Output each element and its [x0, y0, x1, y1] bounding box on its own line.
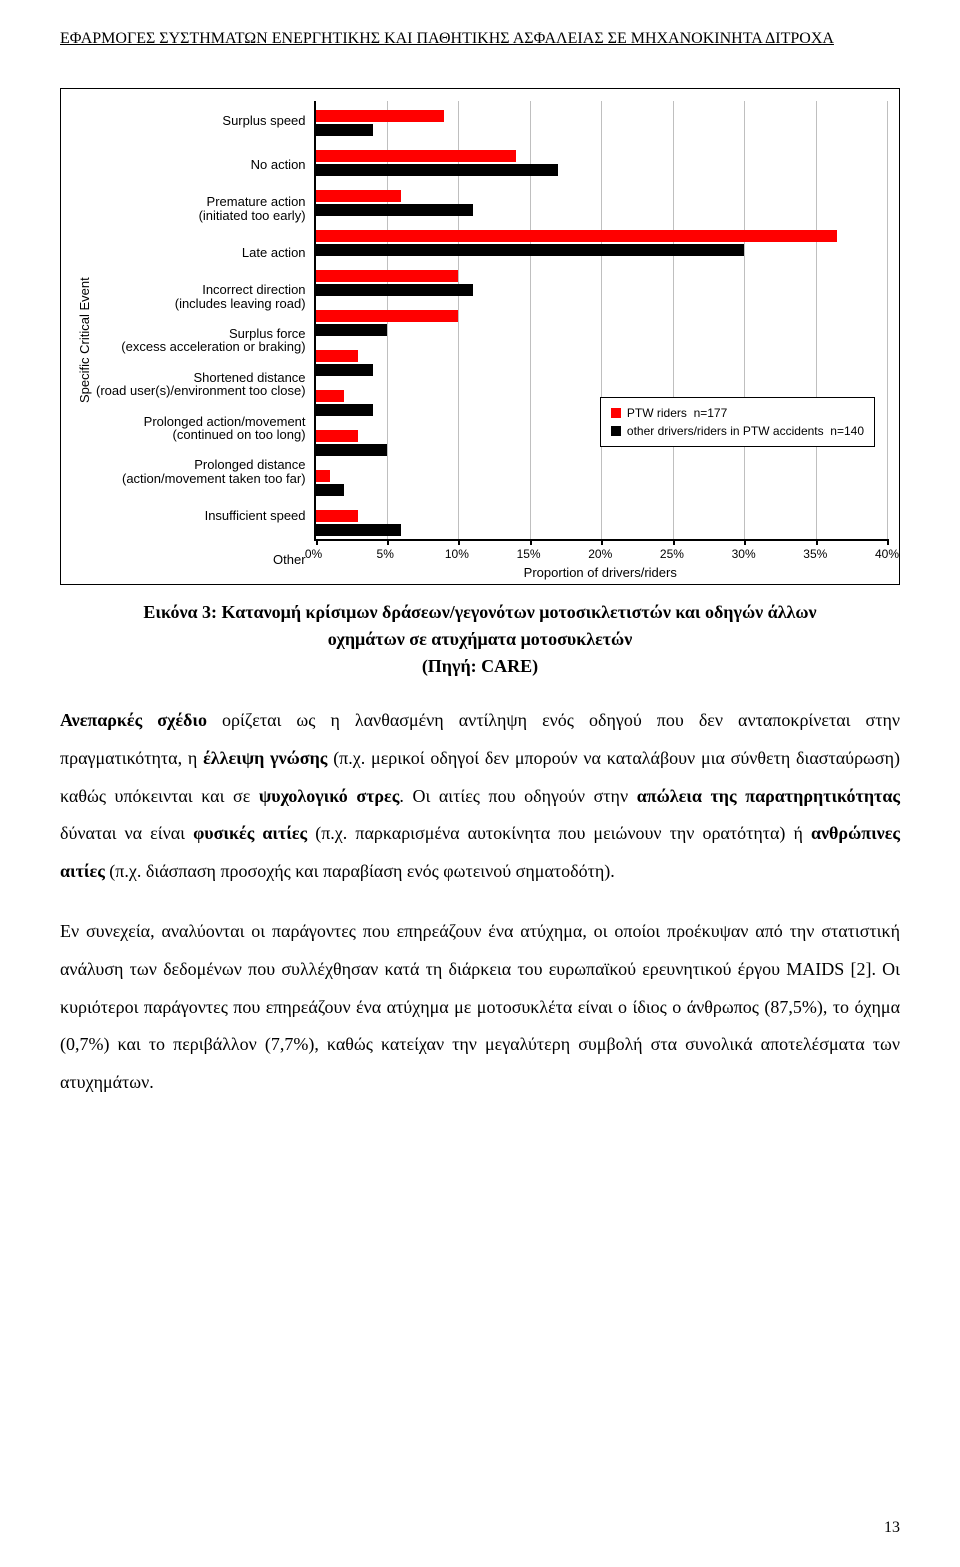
x-tick-label: 5%: [377, 547, 394, 561]
chart-row: [316, 261, 887, 301]
body-paragraph-2: Εν συνεχεία, αναλύονται οι παράγοντες πο…: [60, 913, 900, 1102]
x-tick-label: 20%: [588, 547, 612, 561]
category-label: Surplus speed: [96, 101, 306, 141]
x-tick-label: 15%: [517, 547, 541, 561]
bar-ptw: [316, 470, 330, 482]
bar-ptw: [316, 270, 459, 282]
legend-swatch-other: [611, 426, 621, 436]
category-label: Insufficient speed: [96, 496, 306, 536]
chart-legend: PTW riders n=177 other drivers/riders in…: [600, 397, 875, 447]
chart-row: [316, 221, 887, 261]
bar-other: [316, 204, 473, 216]
x-axis-label: Proportion of drivers/riders: [314, 565, 887, 580]
bar-ptw: [316, 390, 345, 402]
chart-container: Specific Critical Event Surplus speedNo …: [60, 88, 900, 585]
bar-other: [316, 284, 473, 296]
chart-row: [316, 341, 887, 381]
category-label: Late action: [96, 233, 306, 273]
y-axis-label: Specific Critical Event: [73, 101, 96, 580]
bar-other: [316, 524, 402, 536]
chart-row: [316, 461, 887, 501]
bar-other: [316, 244, 745, 256]
chart-row: [316, 181, 887, 221]
legend-row: other drivers/riders in PTW accidents n=…: [611, 422, 864, 440]
x-tick-label: 35%: [803, 547, 827, 561]
page-number: 13: [884, 1519, 900, 1537]
bar-other: [316, 124, 373, 136]
page-header: ΕΦΑΡΜΟΓΕΣ ΣΥΣΤΗΜΑΤΩΝ ΕΝΕΡΓΗΤΙΚΗΣ ΚΑΙ ΠΑΘ…: [60, 30, 900, 48]
chart-row: [316, 501, 887, 541]
category-label: Shortened distance(road user(s)/environm…: [96, 364, 306, 404]
chart-row: [316, 301, 887, 341]
bar-ptw: [316, 230, 837, 242]
category-label: Other: [96, 540, 306, 580]
legend-label-other: other drivers/riders in PTW accidents n=…: [627, 422, 864, 440]
bar-other: [316, 364, 373, 376]
category-label: Prolonged distance(action/movement taken…: [96, 452, 306, 492]
category-label: Prolonged action/movement(continued on t…: [96, 408, 306, 448]
x-tickmark: [887, 539, 889, 545]
body-paragraph-1: Ανεπαρκές σχέδιο ορίζεται ως η λανθασμέν…: [60, 702, 900, 891]
x-tick-label: 30%: [732, 547, 756, 561]
x-axis-ticks: 0%5%10%15%20%25%30%35%40%: [314, 547, 887, 563]
bar-ptw: [316, 110, 445, 122]
x-tick-label: 10%: [445, 547, 469, 561]
bar-other: [316, 484, 345, 496]
bar-ptw: [316, 310, 459, 322]
bar-other: [316, 164, 559, 176]
figure-caption: Εικόνα 3: Κατανομή κρίσιμων δράσεων/γεγο…: [60, 599, 900, 680]
legend-label-ptw: PTW riders n=177: [627, 404, 727, 422]
category-label: Surplus force(excess acceleration or bra…: [96, 320, 306, 360]
chart-gridline: [887, 101, 888, 539]
category-label: No action: [96, 145, 306, 185]
plot-area: PTW riders n=177 other drivers/riders in…: [314, 101, 887, 541]
bar-other: [316, 404, 373, 416]
x-tick-label: 0%: [305, 547, 322, 561]
chart-row: [316, 101, 887, 141]
bar-other: [316, 444, 387, 456]
y-axis-categories: Surplus speedNo actionPremature action(i…: [96, 101, 314, 580]
x-tick-label: 40%: [875, 547, 899, 561]
bar-ptw: [316, 510, 359, 522]
bar-other: [316, 324, 387, 336]
chart-row: [316, 141, 887, 181]
bar-ptw: [316, 430, 359, 442]
legend-swatch-ptw: [611, 408, 621, 418]
category-label: Incorrect direction(includes leaving roa…: [96, 277, 306, 317]
category-label: Premature action(initiated too early): [96, 189, 306, 229]
bar-ptw: [316, 150, 516, 162]
x-tick-label: 25%: [660, 547, 684, 561]
bar-ptw: [316, 190, 402, 202]
legend-row: PTW riders n=177: [611, 404, 864, 422]
bar-ptw: [316, 350, 359, 362]
